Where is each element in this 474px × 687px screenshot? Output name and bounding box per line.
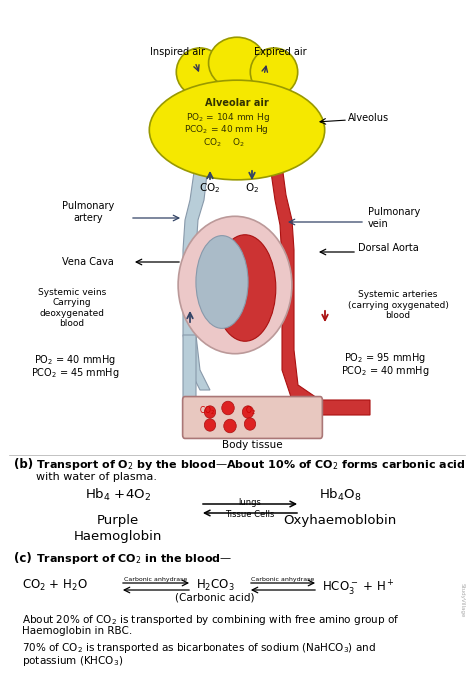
- Text: H$_2$CO$_3$: H$_2$CO$_3$: [196, 578, 235, 593]
- Text: (b): (b): [14, 458, 33, 471]
- Text: Carbonic anhydrase: Carbonic anhydrase: [124, 577, 188, 582]
- Ellipse shape: [224, 419, 236, 433]
- Text: Alveolus: Alveolus: [348, 113, 389, 123]
- Text: potassium (KHCO$_3$): potassium (KHCO$_3$): [22, 654, 123, 668]
- Text: PO$_2$ = 95 mmHg: PO$_2$ = 95 mmHg: [344, 351, 426, 365]
- Text: Haemoglobin: Haemoglobin: [74, 530, 162, 543]
- Text: CO$_2$: CO$_2$: [200, 181, 221, 195]
- Text: PO$_2$ = 104 mm Hg: PO$_2$ = 104 mm Hg: [186, 111, 270, 124]
- Text: Inspired air: Inspired air: [151, 47, 206, 57]
- Polygon shape: [183, 335, 213, 420]
- Polygon shape: [183, 165, 210, 390]
- Ellipse shape: [244, 418, 255, 430]
- Text: CO$_2$ + H$_2$O: CO$_2$ + H$_2$O: [22, 578, 88, 593]
- Ellipse shape: [149, 80, 325, 180]
- Text: Hb$_4$O$_8$: Hb$_4$O$_8$: [319, 487, 361, 503]
- Ellipse shape: [214, 235, 276, 341]
- Text: Transport of CO$_2$ in the blood—: Transport of CO$_2$ in the blood—: [36, 552, 232, 566]
- Ellipse shape: [178, 216, 292, 354]
- Text: Purple: Purple: [97, 514, 139, 527]
- Ellipse shape: [196, 236, 248, 328]
- Text: with water of plasma.: with water of plasma.: [36, 472, 157, 482]
- Text: Expired air: Expired air: [254, 47, 306, 57]
- Text: O$_2$: O$_2$: [245, 181, 259, 195]
- Ellipse shape: [204, 406, 216, 418]
- Text: Carbonic anhydrase: Carbonic anhydrase: [251, 577, 315, 582]
- Text: (c): (c): [14, 552, 32, 565]
- FancyBboxPatch shape: [182, 396, 322, 438]
- Text: Dorsal Aorta: Dorsal Aorta: [358, 243, 419, 253]
- Text: CO$_2$: CO$_2$: [199, 405, 215, 417]
- Ellipse shape: [250, 48, 298, 96]
- Text: StudyVillage: StudyVillage: [459, 583, 465, 617]
- Text: Systemic veins
Carrying
deoxygenated
blood: Systemic veins Carrying deoxygenated blo…: [38, 288, 106, 328]
- Text: HCO$_3^-$ + H$^+$: HCO$_3^-$ + H$^+$: [322, 578, 395, 597]
- Text: PCO$_2$ = 40 mmHg: PCO$_2$ = 40 mmHg: [341, 364, 429, 378]
- Text: CO$_2$    O$_2$: CO$_2$ O$_2$: [203, 137, 245, 149]
- Text: Alveolar air: Alveolar air: [205, 98, 269, 108]
- Ellipse shape: [176, 48, 224, 96]
- Text: 70% of CO$_2$ is transported as bicarbonates of sodium (NaHCO$_3$) and: 70% of CO$_2$ is transported as bicarbon…: [22, 641, 376, 655]
- Text: PCO$_2$ = 45 mmHg: PCO$_2$ = 45 mmHg: [31, 366, 119, 380]
- Text: Oxyhaemoblobin: Oxyhaemoblobin: [283, 514, 397, 527]
- Text: Haemoglobin in RBC.: Haemoglobin in RBC.: [22, 626, 132, 636]
- Text: lungs: lungs: [238, 498, 262, 507]
- Text: About 20% of CO$_2$ is transported by combining with free amino group of: About 20% of CO$_2$ is transported by co…: [22, 613, 400, 627]
- Polygon shape: [270, 165, 370, 415]
- Text: Body tissue: Body tissue: [222, 440, 283, 450]
- Text: PCO$_2$ = 40 mm Hg: PCO$_2$ = 40 mm Hg: [183, 124, 268, 137]
- Text: Systemic arteries
(carrying oxygenated)
blood: Systemic arteries (carrying oxygenated) …: [347, 290, 448, 320]
- Text: Tissue Cells: Tissue Cells: [225, 510, 275, 519]
- Text: Pulmonary
artery: Pulmonary artery: [62, 201, 114, 223]
- Text: (Carbonic acid): (Carbonic acid): [175, 593, 255, 603]
- Text: Pulmonary
vein: Pulmonary vein: [368, 207, 420, 229]
- Ellipse shape: [222, 401, 234, 415]
- Text: Transport of O$_2$ by the blood—About 10% of CO$_2$ forms carbonic acid: Transport of O$_2$ by the blood—About 10…: [36, 458, 466, 472]
- Ellipse shape: [204, 419, 216, 431]
- Text: PO$_2$ = 40 mmHg: PO$_2$ = 40 mmHg: [34, 353, 116, 367]
- Ellipse shape: [242, 406, 254, 418]
- Text: Vena Cava: Vena Cava: [62, 257, 114, 267]
- Text: O$_2$: O$_2$: [245, 405, 255, 417]
- Ellipse shape: [209, 37, 265, 89]
- Text: Hb$_4$ +4O$_2$: Hb$_4$ +4O$_2$: [85, 487, 151, 503]
